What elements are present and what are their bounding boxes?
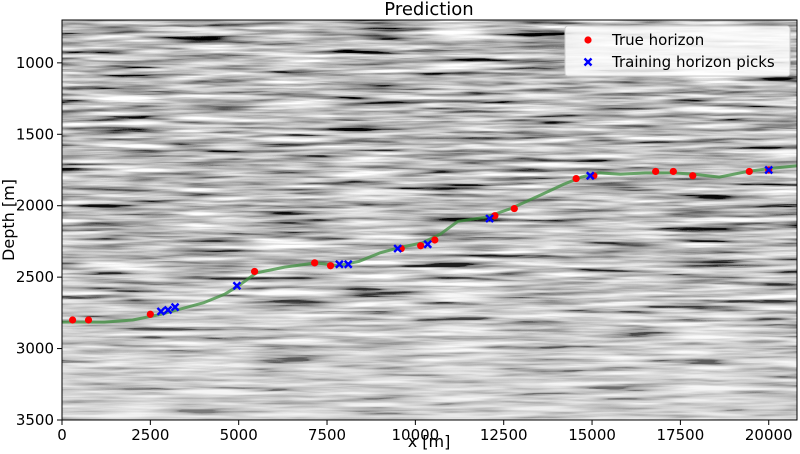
true-horizon-point <box>689 172 697 180</box>
training-pick-point <box>232 281 242 291</box>
y-tick-label: 2500 <box>16 268 54 286</box>
chart-title: Prediction <box>384 0 473 20</box>
legend-box <box>564 25 791 77</box>
training-pick-point <box>485 214 494 223</box>
true-horizon-point <box>84 316 93 324</box>
x-tick-label: 20000 <box>745 426 793 444</box>
x-tick-label: 12500 <box>480 426 528 444</box>
training-pick-point <box>170 302 180 312</box>
legend-label: True horizon <box>611 31 704 49</box>
true-horizon-point <box>745 167 753 176</box>
true-horizon-point <box>572 174 580 183</box>
true-horizon-point <box>326 262 335 270</box>
y-tick-label: 2000 <box>16 197 54 215</box>
y-axis: 1000 1500 2000 2500 3000 3500 <box>16 54 62 429</box>
true-horizon-point <box>652 167 660 176</box>
x-tick-label: 17500 <box>657 426 705 444</box>
plot-area <box>62 20 797 420</box>
training-pick-point <box>585 171 595 181</box>
true-horizon-point <box>669 167 677 176</box>
training-pick-point <box>423 239 433 249</box>
y-axis-label: Depth [m] <box>0 179 18 261</box>
true-horizon-point <box>250 267 259 276</box>
training-pick-point <box>163 305 173 315</box>
training-pick-point <box>156 307 166 316</box>
data-marks <box>62 164 797 324</box>
legend-label: Training horizon picks <box>611 53 775 71</box>
plot-frame <box>61 19 798 421</box>
x-tick-label: 0 <box>57 426 67 444</box>
y-tick-label: 1500 <box>16 125 54 143</box>
true-horizon-point <box>311 259 319 267</box>
true-horizon-point <box>510 204 518 213</box>
training-pick-point <box>335 259 344 269</box>
x-axis: 0 2500 5000 7500 10000 12500 15000 17500 20000 <box>57 420 793 444</box>
true-horizon-point <box>417 242 425 250</box>
training-pick-point <box>343 259 353 269</box>
y-tick-label: 3500 <box>16 411 54 429</box>
true-horizon-point <box>431 236 439 244</box>
y-tick-label: 3000 <box>16 340 54 358</box>
true-horizon-point <box>69 316 77 324</box>
x-tick-label: 2500 <box>131 426 169 444</box>
legend: True horizon Training horizon picks <box>564 25 791 77</box>
true-horizon-point <box>491 212 499 220</box>
x-axis-label: x [m] <box>408 432 451 451</box>
true-horizon-point <box>146 310 154 318</box>
x-tick-label: 15000 <box>568 426 616 444</box>
x-tick-label: 7500 <box>308 426 346 444</box>
legend-marker-training-picks <box>583 57 593 67</box>
x-tick-label: 5000 <box>220 426 258 444</box>
training-pick-point <box>764 165 774 175</box>
legend-marker-true-horizon <box>584 36 592 44</box>
training-pick-point <box>393 244 403 253</box>
y-tick-label: 1000 <box>16 54 54 72</box>
seismic-background-fade <box>62 20 797 420</box>
x-tick-label: 10000 <box>392 426 440 444</box>
